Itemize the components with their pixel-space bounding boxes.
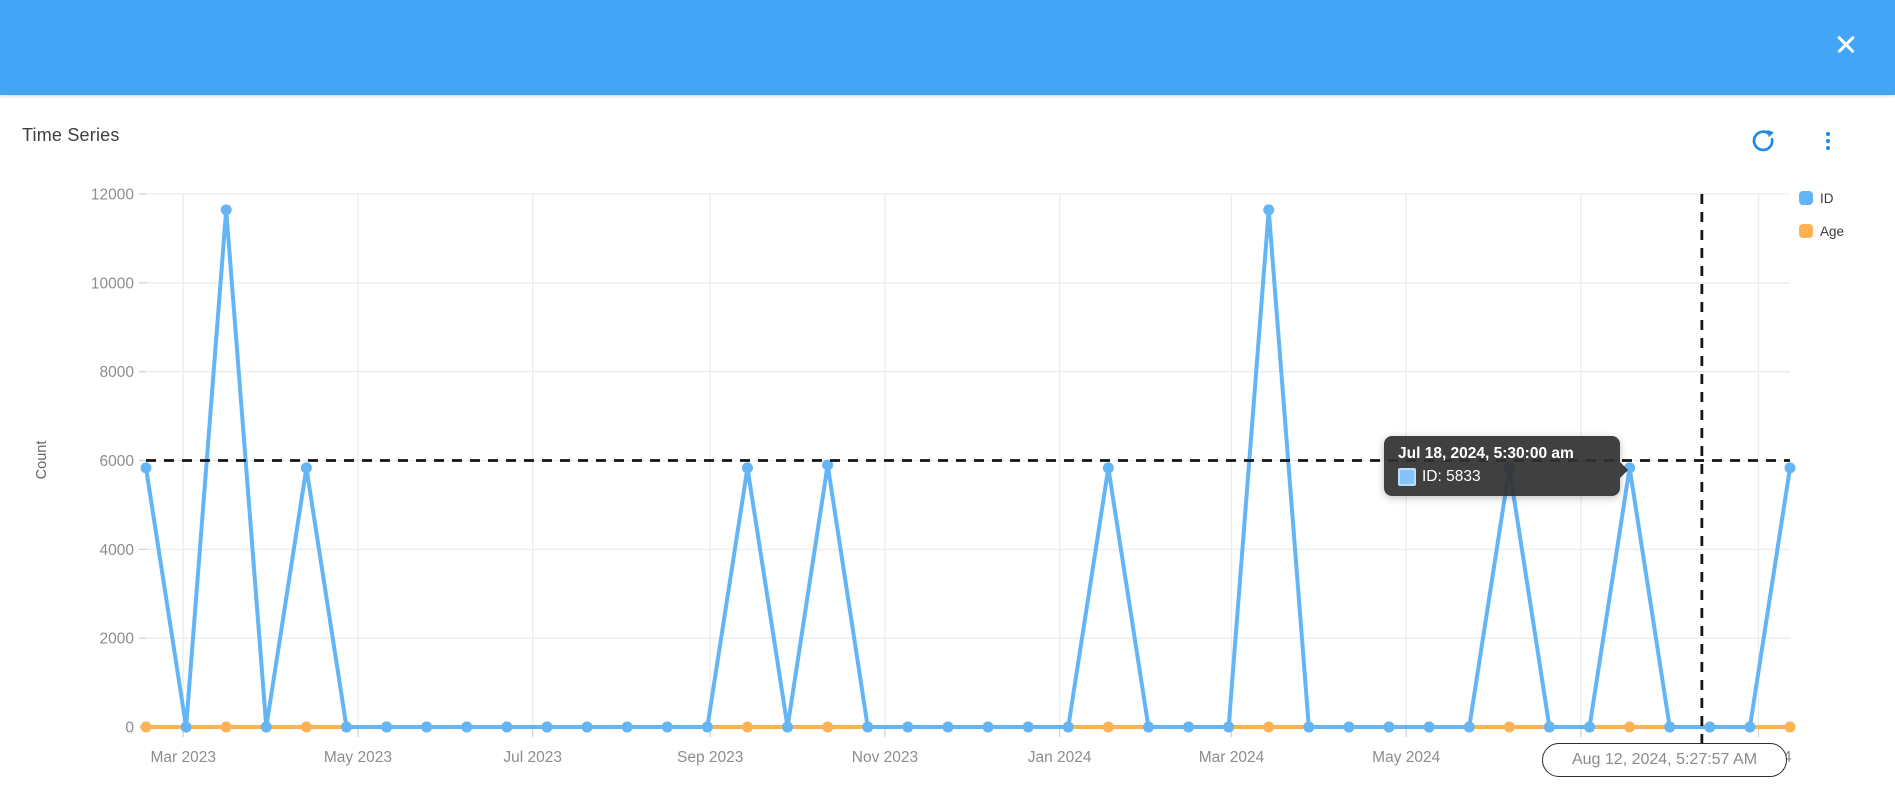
data-point-id[interactable] — [862, 721, 874, 733]
data-point-id[interactable] — [220, 204, 232, 216]
series-line-id — [144, 207, 1792, 729]
data-point-id[interactable] — [1423, 721, 1435, 733]
data-point-id[interactable] — [1664, 721, 1676, 733]
data-point-id[interactable] — [300, 462, 312, 474]
data-point-id[interactable] — [701, 721, 713, 733]
data-point-id[interactable] — [541, 721, 553, 733]
data-point-age[interactable] — [1102, 721, 1114, 733]
tooltip-series-swatch — [1398, 468, 1416, 486]
tooltip-series-row: ID: 5833 — [1398, 468, 1606, 486]
data-point-age[interactable] — [1503, 721, 1515, 733]
tooltip-date: Jul 18, 2024, 5:30:00 am — [1398, 445, 1574, 462]
series-lines — [140, 204, 1796, 733]
y-tick-label: 6000 — [100, 453, 135, 470]
modal-header — [0, 0, 1895, 95]
refresh-button[interactable] — [1750, 128, 1776, 154]
x-tick-label: Nov 2023 — [852, 749, 918, 766]
data-point-id[interactable] — [621, 721, 633, 733]
x-tick-label: Mar 2024 — [1199, 749, 1265, 766]
y-tick-label: 4000 — [100, 542, 135, 559]
y-tick-label: 12000 — [91, 187, 134, 204]
data-point-id[interactable] — [140, 462, 152, 474]
data-point-id[interactable] — [1183, 721, 1195, 733]
data-point-id[interactable] — [501, 721, 513, 733]
data-point-id[interactable] — [1744, 721, 1756, 733]
legend-item-age[interactable]: Age — [1799, 221, 1844, 241]
y-axis-title: Count — [34, 441, 50, 480]
legend-label-id: ID — [1820, 190, 1834, 206]
data-point-id[interactable] — [461, 721, 473, 733]
data-point-id[interactable] — [340, 721, 352, 733]
data-point-id[interactable] — [782, 721, 794, 733]
data-point-age[interactable] — [1624, 721, 1636, 733]
x-tick-label: Jul 2023 — [503, 749, 562, 766]
data-point-age[interactable] — [822, 721, 834, 733]
x-tick-label: May 2023 — [324, 749, 392, 766]
data-point-id[interactable] — [581, 721, 593, 733]
data-point-id[interactable] — [1263, 204, 1275, 216]
data-point-id[interactable] — [260, 721, 272, 733]
data-point-id[interactable] — [1223, 721, 1235, 733]
data-point-id[interactable] — [1343, 721, 1355, 733]
data-point-id[interactable] — [1704, 721, 1716, 733]
y-tick-label: 8000 — [100, 364, 135, 381]
kebab-dot — [1825, 131, 1831, 137]
current-time-text: Aug 12, 2024, 5:27:57 AM — [1571, 751, 1758, 768]
data-point-id[interactable] — [1142, 721, 1154, 733]
data-point-id[interactable] — [982, 721, 994, 733]
refresh-icon — [1752, 129, 1774, 152]
legend-swatch-id — [1799, 191, 1813, 205]
chart-tooltip: Jul 18, 2024, 5:30:00 am ID: 5833 — [1384, 436, 1628, 496]
data-point-id[interactable] — [1784, 462, 1796, 474]
more-options-kebab-icon[interactable] — [1819, 129, 1837, 153]
x-tick-label: Jan 2024 — [1028, 749, 1092, 766]
data-point-age[interactable] — [220, 721, 232, 733]
y-tick-label: 10000 — [91, 275, 134, 292]
legend-swatch-age — [1799, 224, 1813, 238]
x-tick-label: Sep 2023 — [677, 749, 743, 766]
data-point-id[interactable] — [1543, 721, 1555, 733]
data-point-id[interactable] — [180, 721, 192, 733]
legend-label-age: Age — [1820, 223, 1845, 239]
data-point-id[interactable] — [1102, 462, 1114, 474]
data-point-id[interactable] — [902, 721, 914, 733]
data-point-id[interactable] — [661, 721, 673, 733]
data-point-age[interactable] — [300, 721, 312, 733]
legend-item-id[interactable]: ID — [1799, 188, 1844, 208]
data-point-id[interactable] — [421, 721, 433, 733]
data-point-age[interactable] — [1784, 721, 1796, 733]
data-point-id[interactable] — [381, 721, 393, 733]
page-title: Time Series — [22, 125, 120, 145]
kebab-dot — [1825, 138, 1831, 144]
y-tick-label: 2000 — [100, 631, 135, 648]
tooltip-series-value: ID: 5833 — [1422, 468, 1481, 485]
x-tick-label: May 2024 — [1372, 749, 1440, 766]
data-point-id[interactable] — [942, 721, 954, 733]
current-time-badge: Aug 12, 2024, 5:27:57 AM — [1542, 743, 1787, 777]
kebab-dot — [1825, 145, 1831, 151]
data-point-id[interactable] — [1383, 721, 1395, 733]
data-point-age[interactable] — [140, 721, 152, 733]
data-point-age[interactable] — [741, 721, 753, 733]
data-point-id[interactable] — [822, 459, 834, 471]
data-point-id[interactable] — [1303, 721, 1315, 733]
y-tick-label: 0 — [125, 720, 134, 737]
data-point-id[interactable] — [1463, 721, 1475, 733]
data-point-id[interactable] — [741, 462, 753, 474]
data-point-id[interactable] — [1022, 721, 1034, 733]
data-point-age[interactable] — [1263, 721, 1275, 733]
legend: ID Age — [1799, 188, 1844, 241]
data-point-id[interactable] — [1584, 721, 1596, 733]
data-point-id[interactable] — [1062, 721, 1074, 733]
x-tick-label: Mar 2023 — [150, 749, 215, 766]
